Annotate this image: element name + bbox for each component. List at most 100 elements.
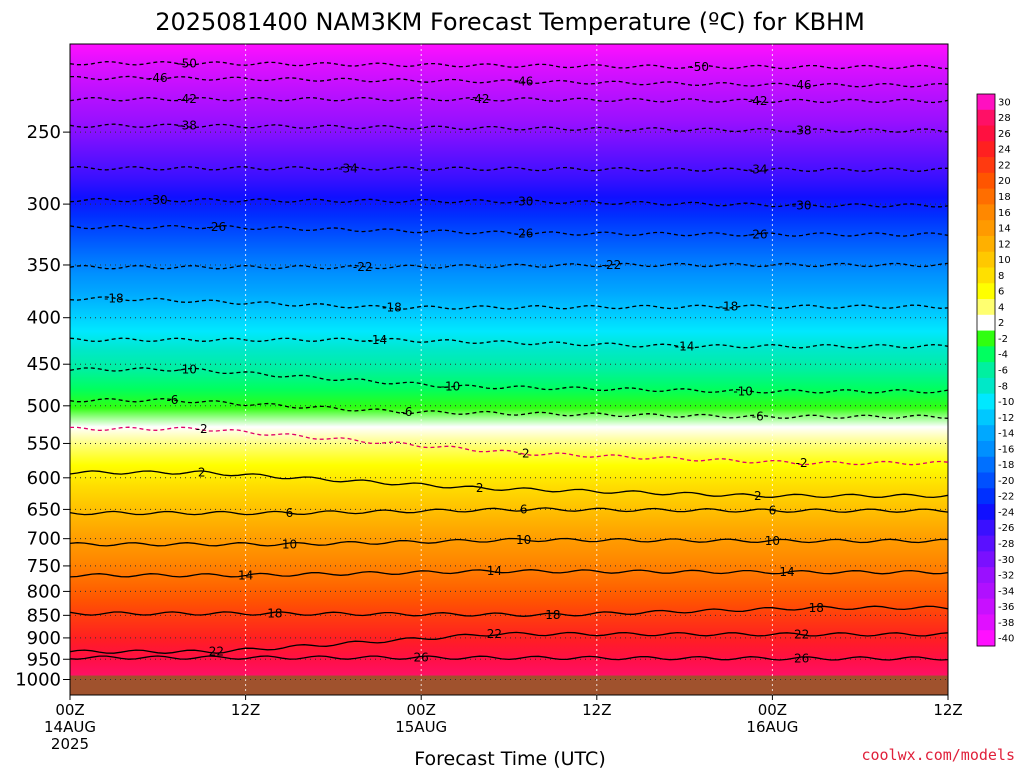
isotherm-label: -6 (166, 393, 178, 407)
y-tick-label: 900 (27, 628, 61, 649)
isotherm-line (69, 197, 949, 208)
isotherm-label: -30 (792, 198, 812, 212)
y-tick-label: 600 (27, 468, 61, 489)
isotherm-line (69, 296, 949, 310)
isotherm-label: -50 (177, 56, 197, 70)
isotherm-label: -30 (514, 194, 534, 208)
colorbar-tick-label: 28 (998, 113, 1011, 124)
isotherm-label: -10 (733, 384, 753, 398)
isotherm-label: -42 (748, 94, 768, 108)
colorbar-tick-label: 6 (998, 287, 1004, 298)
credit-text: coolwx.com/models (861, 746, 1015, 764)
colorbar-swatch (977, 235, 995, 253)
plot-frame (69, 43, 949, 696)
y-tick-label: 250 (27, 122, 61, 143)
colorbar-swatch (977, 519, 995, 537)
y-tick-label: 850 (27, 605, 61, 626)
colorbar-swatch (977, 409, 995, 426)
colorbar-tick-label: -22 (998, 492, 1014, 503)
x-tick-label: 14AUG (44, 718, 96, 736)
colorbar-tick-label: 2 (998, 318, 1004, 329)
temperature-field (70, 44, 948, 695)
isotherm-label: -42 (470, 92, 490, 106)
isotherm-label: -46 (792, 78, 812, 92)
isotherm-label: -2 (518, 446, 530, 460)
isotherm-label: 10 (282, 537, 297, 551)
y-tick-label: 750 (27, 556, 61, 577)
isotherm-label: 26 (414, 651, 429, 665)
isotherm-label: -10 (441, 379, 461, 393)
y-tick-label: 300 (27, 194, 61, 215)
isotherm-label: -50 (689, 60, 709, 74)
colorbar-tick-label: -26 (998, 523, 1014, 534)
colorbar-tick-label: 14 (998, 224, 1011, 235)
y-tick-label: 700 (27, 529, 61, 550)
isotherm-line (69, 398, 949, 419)
colorbar-tick-label: -8 (998, 381, 1008, 392)
isotherm-line (69, 367, 949, 394)
colorbar-swatch (977, 630, 995, 647)
isotherm-label: 10 (765, 534, 780, 548)
colorbar-tick-label: -38 (998, 618, 1014, 629)
isotherm-label: 26 (794, 651, 809, 665)
x-tick-label: 12Z (933, 701, 962, 719)
colorbar-swatch (977, 551, 995, 568)
isotherm-label: 18 (809, 601, 824, 615)
isotherm-label: 22 (487, 627, 502, 641)
isotherm-line (70, 426, 949, 466)
isotherm-label: 18 (267, 606, 282, 620)
isotherm-label: -26 (748, 227, 768, 241)
y-tick-label: 800 (27, 581, 61, 602)
colorbar-swatch (977, 346, 995, 363)
colorbar-swatch (977, 314, 995, 332)
isotherm-label: 6 (520, 502, 528, 516)
x-tick-label: 00Z (407, 701, 436, 719)
colorbar-tick-label: -28 (998, 539, 1014, 550)
isotherm-line (69, 470, 949, 499)
colorbar-tick-label: -30 (998, 555, 1014, 566)
isotherm-line (69, 631, 949, 654)
colorbar-tick-label: -34 (998, 586, 1014, 597)
colorbar-swatch (977, 172, 995, 190)
colorbar-swatch (977, 488, 995, 505)
x-tick-label: 00Z (758, 701, 787, 719)
isotherm-label: -38 (792, 124, 812, 138)
isotherm-contours: -50 -50 -46 -46 -46 -42 -42 -42 -38 -38 -34 -34 -30 -… (69, 56, 949, 665)
isotherm-label: 2 (754, 489, 762, 503)
isotherm-label: 2 (476, 481, 484, 495)
y-tick-label: 950 (27, 649, 61, 670)
colorbar-swatch (977, 94, 995, 111)
colorbar-tick-label: 24 (998, 145, 1011, 156)
colorbar-swatch (977, 425, 995, 442)
y-tick-label: 500 (27, 396, 61, 417)
colorbar-tick-label: -20 (998, 476, 1014, 487)
colorbar-swatch (977, 251, 995, 268)
colorbar-swatch (977, 393, 995, 410)
isotherm-label: -14 (675, 339, 695, 353)
isotherm-label: -46 (514, 75, 534, 89)
isotherm-label: 14 (779, 565, 794, 579)
isotherm-line (69, 507, 949, 516)
chart-title: 2025081400 NAM3KM Forecast Temperature (… (155, 8, 865, 36)
x-tick-label: 16AUG (746, 718, 798, 736)
isotherm-label: -46 (148, 71, 168, 85)
isotherm-label: 18 (545, 608, 560, 622)
colorbar-swatch (977, 299, 995, 316)
colorbar-swatch (977, 267, 995, 284)
colorbar-swatch (977, 188, 995, 205)
isotherm-label: -42 (177, 92, 197, 106)
y-tick-label: 350 (27, 255, 61, 276)
y-tick-label: 450 (27, 354, 61, 375)
isotherm-line (69, 605, 949, 617)
isotherm-label: -26 (514, 226, 534, 240)
isotherm-label: -30 (148, 193, 168, 207)
colorbar-swatch (977, 125, 995, 142)
isotherm-line (69, 166, 948, 172)
colorbar-tick-label: 22 (998, 160, 1011, 171)
isotherm-line (69, 96, 949, 104)
colorbar-swatch (977, 330, 995, 347)
colorbar-tick-label: 10 (998, 255, 1011, 266)
colorbar-tick-label: 16 (998, 208, 1011, 219)
